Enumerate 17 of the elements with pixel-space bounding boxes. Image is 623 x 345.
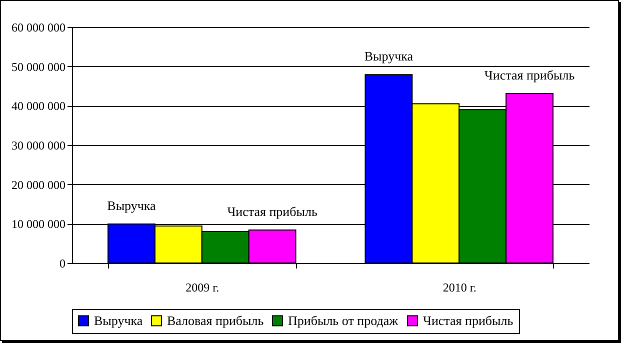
y-tick-label: 30 000 000 — [12, 138, 66, 152]
legend-label: Валовая прибыль — [167, 312, 264, 328]
y-tick-label: 10 000 000 — [12, 217, 66, 232]
y-tick-label: 20 000 000 — [12, 178, 66, 192]
x-tick-label: 2009 г. — [186, 280, 220, 294]
legend-label: Выручка — [94, 312, 143, 328]
legend-label: Чистая прибыль — [423, 312, 514, 328]
y-tick-label: 50 000 000 — [12, 60, 66, 74]
legend-label: Прибыль от продаж — [288, 312, 400, 328]
y-tick-label: 0 — [60, 256, 66, 270]
y-tick-label: 60 000 000 — [12, 20, 66, 34]
annotation: Чистая прибыль — [484, 67, 575, 82]
x-tick-label: 2010 г. — [442, 280, 476, 294]
annotation: Чистая прибыль — [227, 204, 318, 219]
y-tick-label: 40 000 000 — [12, 99, 66, 114]
annotation: Выручка — [107, 198, 156, 214]
annotation: Выручка — [364, 48, 414, 64]
